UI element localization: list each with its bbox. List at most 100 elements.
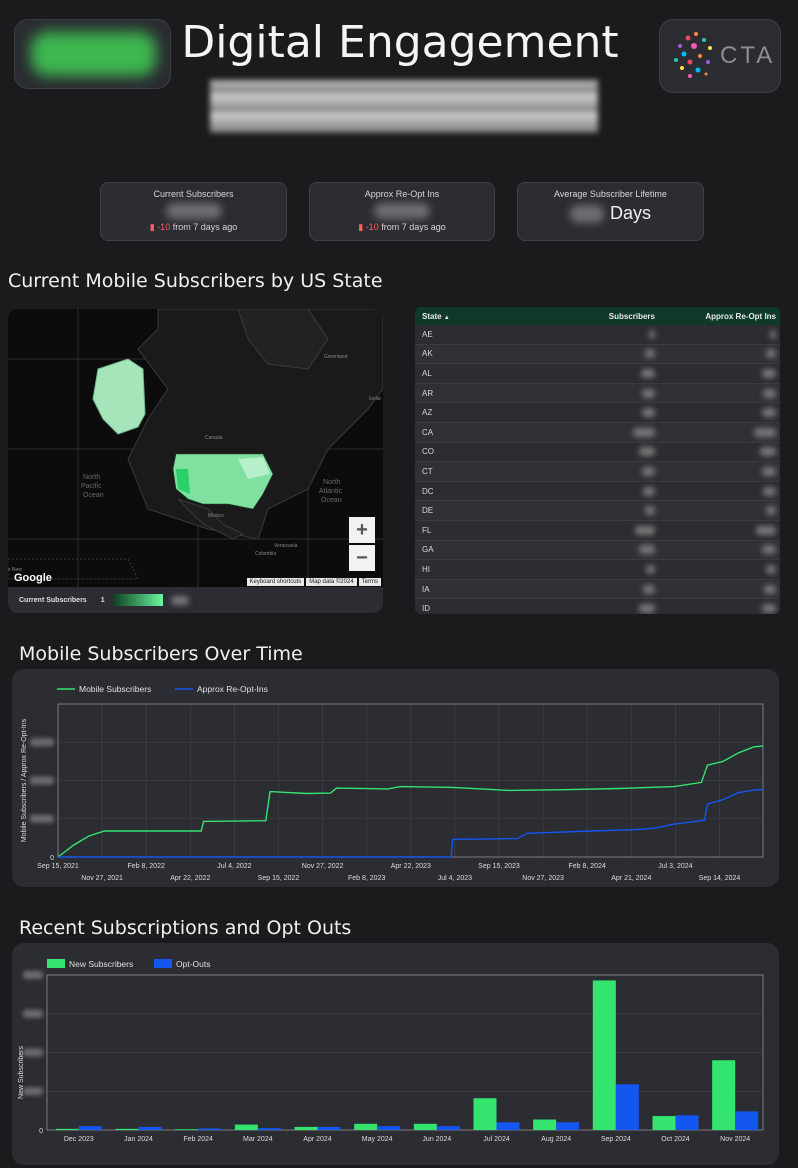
reopt-ins-value-redacted (754, 427, 776, 437)
table-row[interactable]: AL (415, 364, 780, 384)
x-tick-label: Dec 2023 (64, 1136, 94, 1143)
state-code: DC (422, 486, 434, 496)
map-section-title: Current Mobile Subscribers by US State (8, 270, 383, 292)
bar (317, 1126, 341, 1130)
state-code: CA (422, 427, 434, 437)
state-code: IA (422, 584, 430, 594)
bar (354, 1123, 378, 1130)
bar (592, 980, 616, 1130)
reopt-ins-cell (655, 506, 780, 516)
venezuela-label: Venezuela (274, 543, 298, 549)
y-tick-label-redacted (23, 971, 43, 979)
subscribers-value-redacted (635, 525, 655, 535)
table-row[interactable]: CO (415, 443, 780, 463)
state-code: HI (422, 564, 430, 574)
x-tick-label: Nov 27, 2021 (81, 875, 123, 882)
x-tick-label: Nov 27, 2023 (522, 875, 564, 882)
x-tick-label: Jul 3, 2024 (658, 863, 692, 870)
state-code: AL (422, 368, 432, 378)
x-tick-label: Sep 15, 2021 (37, 863, 79, 870)
left-logo-redacted (31, 32, 156, 76)
map-legend: Current Subscribers 1 (8, 587, 383, 613)
reopt-ins-value-redacted (762, 368, 776, 378)
map-data-label: Map data ©2024 (306, 578, 357, 586)
subscribers-cell (555, 349, 655, 359)
x-tick-label: Feb 8, 2024 (569, 863, 606, 870)
table-row[interactable]: HI (415, 560, 780, 580)
kpi-label: Approx Re-Opt Ins (364, 189, 440, 199)
table-row[interactable]: AZ (415, 403, 780, 423)
map-attribution: Keyboard shortcuts Map data ©2024 Terms (246, 578, 381, 586)
bar (496, 1122, 520, 1130)
mexico-label: Mexico (208, 513, 224, 519)
column-header-reopt-ins[interactable]: Approx Re-Opt Ins (705, 311, 776, 321)
kpi-value-redacted (165, 203, 222, 219)
state-code: DE (422, 506, 434, 516)
reopt-ins-cell (655, 427, 780, 437)
table-body: AE AK AL AR AZ CA CO CT DC DE FL GA HI IA ID (415, 325, 780, 614)
table-row[interactable]: DC (415, 482, 780, 502)
state-code: CT (422, 466, 433, 476)
table-row[interactable]: IA (415, 579, 780, 600)
subscribers-cell (555, 545, 655, 555)
reopt-ins-cell (655, 349, 780, 359)
map-legend-min: 1 (100, 596, 105, 604)
subscribers-cell (555, 584, 655, 594)
reopt-ins-cell (655, 486, 780, 496)
bar (735, 1111, 759, 1130)
x-tick-label: Sep 14, 2024 (699, 875, 741, 882)
subscribers-value-redacted (641, 368, 655, 378)
us-state-map[interactable]: North Pacific Ocean North Atlantic Ocean Gre… (8, 309, 383, 587)
column-header-state[interactable]: State ▲ (422, 311, 450, 321)
state-code: ID (422, 604, 430, 614)
x-tick-label: Oct 2024 (661, 1136, 690, 1143)
canada-label: Canada (205, 435, 223, 441)
reopt-ins-cell (655, 564, 780, 574)
subscribers-value-redacted (642, 408, 655, 418)
terms-link[interactable]: Terms (358, 578, 381, 586)
bar (615, 1084, 639, 1130)
table-row[interactable]: FL (415, 521, 780, 541)
table-row[interactable]: AK (415, 344, 780, 365)
table-row[interactable]: CA (415, 422, 780, 443)
table-row[interactable]: CT (415, 462, 780, 482)
keyboard-shortcuts-link[interactable]: Keyboard shortcuts (246, 578, 305, 586)
reopt-ins-cell (655, 466, 780, 476)
subscribers-value-redacted (645, 506, 655, 516)
zoom-in-button[interactable]: + (349, 517, 375, 543)
legend-swatch (154, 959, 172, 968)
bar (78, 1126, 102, 1130)
table-row[interactable]: DE (415, 501, 780, 521)
zoom-out-button[interactable]: − (349, 545, 375, 571)
down-arrow-icon: ▮ (358, 222, 366, 232)
kpi-approx-reopt-ins: Approx Re-Opt Ins ▮ -10 from 7 days ago (309, 182, 495, 241)
kpi-delta-value: -10 (365, 222, 379, 232)
table-row[interactable]: AR (415, 383, 780, 404)
subscribers-cell (555, 486, 655, 496)
reopt-ins-value-redacted (764, 584, 776, 594)
reopt-ins-value-redacted (766, 349, 776, 359)
reopt-ins-cell (655, 545, 780, 555)
x-tick-label: Sep 2024 (601, 1136, 631, 1143)
x-tick-label: May 2024 (362, 1136, 393, 1143)
cta-logo-text: CTA (720, 42, 776, 69)
table-row[interactable]: ID (415, 599, 780, 614)
kpi-label: Average Subscriber Lifetime (554, 189, 667, 199)
subscribers-value-redacted (643, 584, 655, 594)
map-legend-label: Current Subscribers (19, 596, 87, 604)
table-row[interactable]: GA (415, 540, 780, 561)
y-tick-label-redacted (30, 814, 54, 823)
column-header-subscribers[interactable]: Subscribers (608, 311, 655, 321)
reopt-ins-cell (655, 525, 780, 535)
reopt-ins-value-redacted (760, 447, 776, 457)
kpi-delta: ▮ -10 from 7 days ago (310, 222, 494, 233)
bar (55, 1128, 79, 1130)
legend-label: New Subscribers (69, 959, 133, 969)
kpi-delta-suffix: from 7 days ago (378, 222, 446, 232)
bar (473, 1098, 497, 1130)
kpi-value-redacted (374, 203, 430, 219)
legend-swatch (47, 959, 65, 968)
reopt-ins-value-redacted (756, 525, 776, 535)
subscribers-value-redacted (645, 349, 655, 359)
table-row[interactable]: AE (415, 325, 780, 345)
